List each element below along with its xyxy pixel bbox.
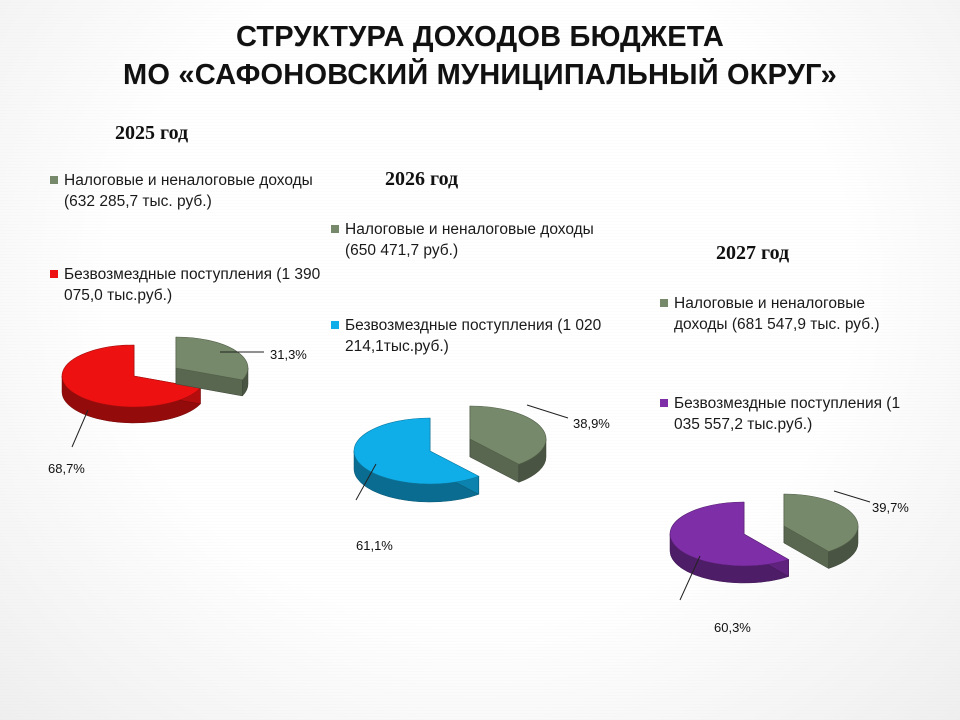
pie-slice-gratuitous-2 <box>669 501 790 584</box>
pie-slice-tax-1 <box>469 405 547 483</box>
pie-chart-2025 <box>61 336 264 448</box>
legend-swatch-gratuitous <box>660 399 668 407</box>
chart-2027-title: 2027 год <box>716 242 790 264</box>
chart-2026-legend-gratuitous: Безвозмездные поступления (1 020 214,1ты… <box>331 315 615 357</box>
chart-2026-legend-tax-text: Налоговые и неналоговые доходы (650 471,… <box>345 221 594 259</box>
pie-slice-tax-0 <box>175 336 249 397</box>
pie-slice-gratuitous-1 <box>353 417 480 503</box>
chart-2027-legend-tax: Налоговые и неналоговые доходы (681 547,… <box>660 293 914 335</box>
page-title: СТРУКТУРА ДОХОДОВ БЮДЖЕТА МО «САФОНОВСКИ… <box>40 18 920 94</box>
leader-line-tax-1 <box>526 404 569 419</box>
legend-swatch-tax <box>50 176 58 184</box>
chart-2025-title: 2025 год <box>115 122 189 144</box>
pie-slice-tax-0-top <box>175 336 249 381</box>
page-title-line1: СТРУКТУРА ДОХОДОВ БЮДЖЕТА <box>235 21 725 53</box>
pie-chart-2026 <box>353 404 569 503</box>
chart-2027-label-tax: 39,7% <box>872 500 909 515</box>
chart-2027-label-gratuitous: 60,3% <box>714 620 751 635</box>
chart-2026-label-tax: 38,9% <box>573 416 610 431</box>
pie-chart-2027 <box>669 490 871 601</box>
pie-slice-gratuitous-2-top <box>669 501 790 567</box>
chart-2025-legend-tax: Налоговые и неналоговые доходы (632 285,… <box>50 170 324 212</box>
chart-2026-legend-tax: Налоговые и неналоговые доходы (650 471,… <box>331 219 605 261</box>
chart-2027-legend-gratuitous: Безвозмездные поступления (1 035 557,2 т… <box>660 393 914 435</box>
chart-2025-label-tax: 31,3% <box>270 347 307 362</box>
pie-slice-gratuitous-0-top <box>61 344 202 408</box>
chart-2027-legend-gratuitous-text: Безвозмездные поступления (1 035 557,2 т… <box>674 395 901 433</box>
chart-2026-legend-gratuitous-text: Безвозмездные поступления (1 020 214,1ты… <box>345 317 602 355</box>
leader-line-gratuitous-0 <box>71 409 89 448</box>
chart-2027-legend-tax-text: Налоговые и неналоговые доходы (681 547,… <box>674 295 880 333</box>
chart-2026-title: 2026 год <box>385 168 459 190</box>
pie-slice-gratuitous-1-top <box>353 417 480 485</box>
legend-swatch-gratuitous <box>331 321 339 329</box>
chart-2025-legend-gratuitous-text: Безвозмездные поступления (1 390 075,0 т… <box>64 266 321 304</box>
chart-2025-legend-tax-text: Налоговые и неналоговые доходы (632 285,… <box>64 172 313 210</box>
leader-line-tax-2 <box>833 490 871 503</box>
leader-line-gratuitous-1 <box>355 463 377 501</box>
pie-slice-gratuitous-0 <box>61 344 202 424</box>
chart-2026-label-gratuitous: 61,1% <box>356 538 393 553</box>
chart-2025-legend-gratuitous: Безвозмездные поступления (1 390 075,0 т… <box>50 264 334 306</box>
leader-line-gratuitous-2 <box>679 555 701 601</box>
pie-slice-tax-1-top <box>469 405 547 465</box>
chart-2025-label-gratuitous: 68,7% <box>48 461 85 476</box>
pie-slice-tax-2-top <box>783 493 859 552</box>
legend-swatch-tax <box>331 225 339 233</box>
pie-slice-tax-2 <box>783 493 859 569</box>
page-title-line2: МО «САФОНОВСКИЙ МУНИЦИПАЛЬНЫЙ ОКРУГ» <box>123 59 837 91</box>
legend-swatch-gratuitous <box>50 270 58 278</box>
legend-swatch-tax <box>660 299 668 307</box>
